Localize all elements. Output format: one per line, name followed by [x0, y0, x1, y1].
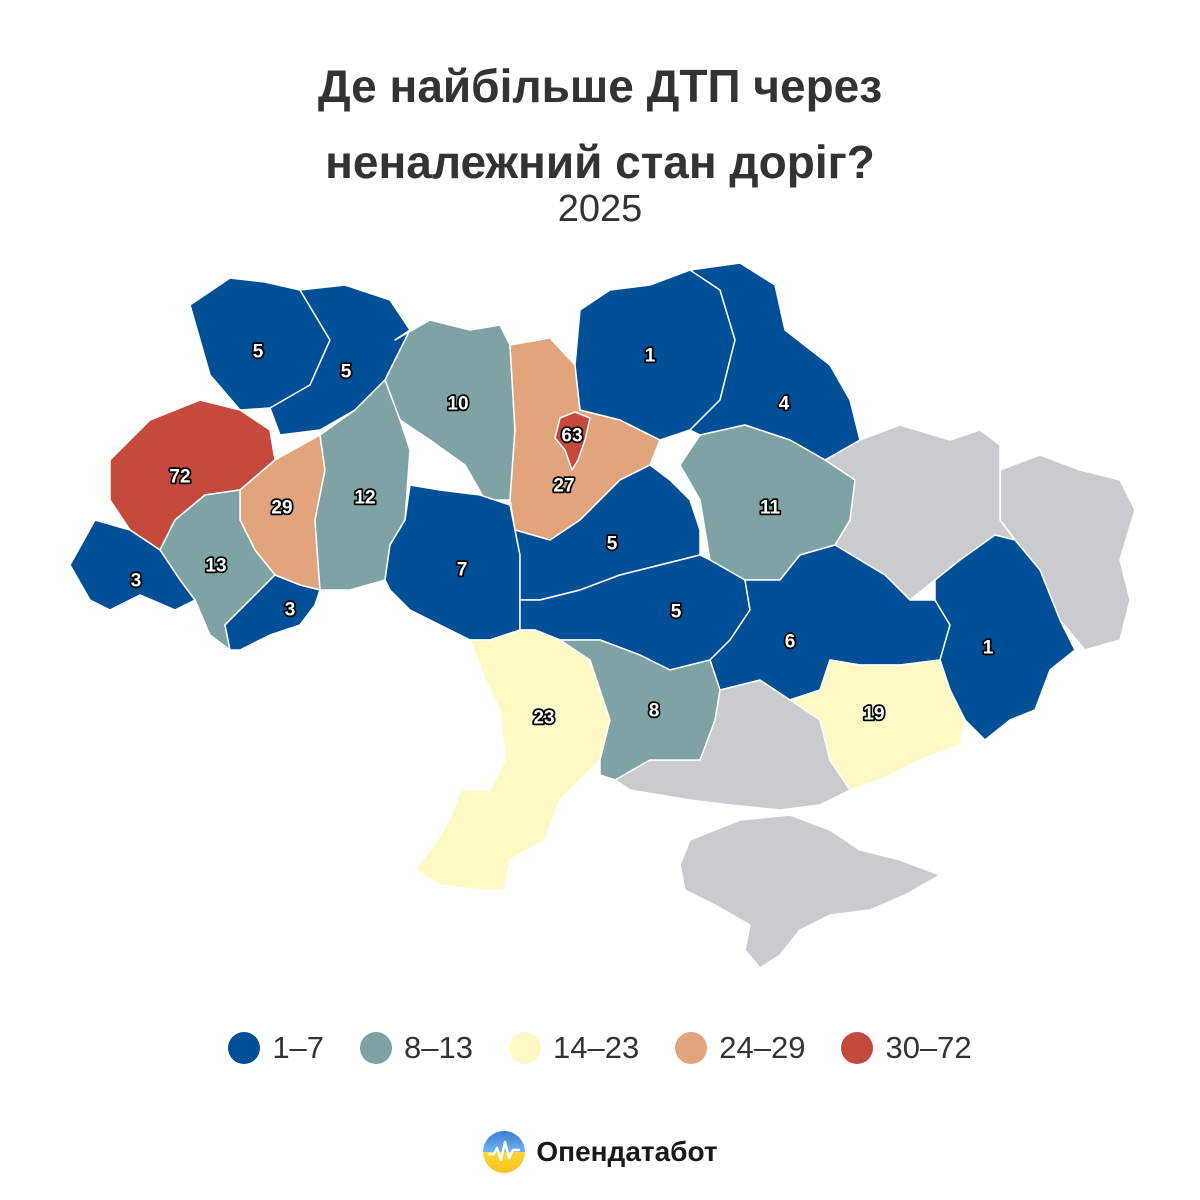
region-value-label: 1 — [983, 638, 994, 659]
region-value-label: 5 — [607, 534, 618, 555]
region-value-label: 10 — [447, 394, 468, 415]
ukraine-choropleth-map: 5 5 10 63 27 1 4 72 29 12 11 13 3 3 7 5 5 6 1 23 8 19 — [69, 262, 1136, 969]
legend-label: 14–23 — [553, 1030, 640, 1065]
region-value-label: 12 — [354, 488, 375, 509]
region-value-label: 4 — [779, 394, 790, 415]
legend-label: 30–72 — [885, 1030, 972, 1065]
region-zakarpattia — [69, 519, 196, 611]
region-value-label: 27 — [553, 476, 574, 497]
legend-swatch — [228, 1032, 261, 1064]
region-odesa — [414, 629, 611, 891]
brand-logo: Опендатабот — [0, 1130, 1200, 1174]
region-value-label: 1 — [645, 346, 656, 367]
region-value-label: 23 — [533, 708, 554, 729]
brand-name: Опендатабот — [536, 1136, 718, 1167]
legend: 1–7 8–13 14–23 24–29 30–72 — [0, 1030, 1200, 1066]
region-value-label: 29 — [271, 498, 292, 519]
region-value-label: 7 — [457, 560, 468, 581]
legend-swatch — [841, 1032, 874, 1064]
region-value-label: 63 — [561, 426, 582, 447]
region-value-label: 72 — [169, 467, 190, 488]
map-subtitle: 2025 — [557, 188, 643, 230]
region-value-label: 3 — [131, 571, 142, 592]
region-value-label: 6 — [785, 632, 796, 653]
region-value-label: 5 — [341, 362, 352, 383]
opendatabot-logo-icon — [483, 1131, 526, 1173]
legend-item: 24–29 — [675, 1030, 805, 1066]
region-chernivtsi — [224, 574, 321, 651]
region-mykolaiv — [559, 639, 721, 781]
map-title: Де найбільше ДТП через неналежний стан д… — [0, 48, 1200, 200]
legend-swatch — [360, 1032, 393, 1064]
region-kyiv-city — [554, 411, 591, 471]
region-value-label: 13 — [205, 556, 226, 577]
legend-swatch — [509, 1032, 542, 1064]
region-value-label: 19 — [863, 704, 884, 725]
region-zaporizhzhia-east-blue — [934, 534, 1076, 741]
legend-label: 1–7 — [272, 1030, 325, 1065]
legend-item: 8–13 — [360, 1030, 473, 1066]
title-line-2: неналежний стан доріг? — [325, 136, 875, 188]
legend-swatch — [675, 1032, 708, 1064]
title-line-1: Де найбільше ДТП через — [317, 60, 883, 112]
region-value-label: 11 — [760, 498, 781, 519]
region-crimea — [679, 814, 941, 969]
region-value-label: 5 — [253, 342, 264, 363]
region-value-label: 5 — [671, 602, 682, 623]
legend-item: 30–72 — [841, 1030, 972, 1066]
legend-item: 14–23 — [509, 1030, 639, 1066]
region-value-label: 8 — [649, 701, 660, 722]
region-value-label: 3 — [285, 600, 296, 621]
legend-label: 24–29 — [719, 1030, 806, 1065]
legend-label: 8–13 — [404, 1030, 474, 1065]
legend-item: 1–7 — [228, 1030, 324, 1066]
region-rivne — [269, 284, 411, 436]
region-zaporizhzhia — [789, 659, 966, 791]
